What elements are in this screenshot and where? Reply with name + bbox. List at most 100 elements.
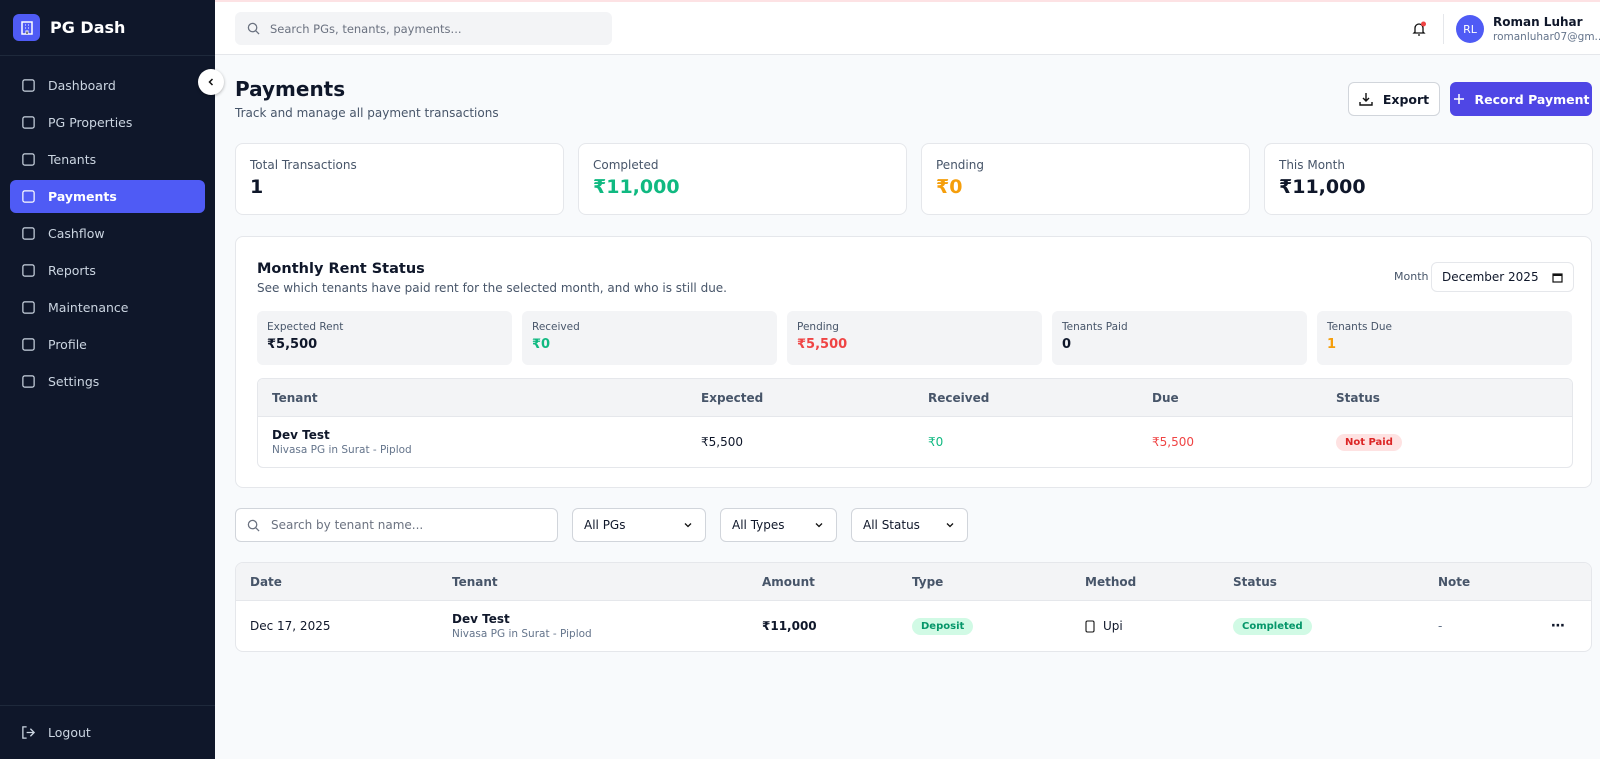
received-cell: ₹0	[928, 435, 944, 449]
column-header: Status	[1336, 390, 1380, 405]
rent-summary: Expected Rent ₹5,500 Received ₹0 Pending ₹5,5…	[257, 311, 1572, 365]
payments-table-header: Date Tenant Amount Type Method Status Note	[236, 563, 1591, 601]
logout-area: Logout	[0, 705, 215, 759]
tenant-name: Dev Test	[452, 612, 510, 626]
nav-item[interactable]: Dashboard	[10, 69, 205, 102]
filter-value: All PGs	[584, 518, 626, 532]
stat-value: ₹0	[936, 176, 963, 198]
stat-value: ₹11,000	[593, 176, 680, 198]
payment-row: Dec 17, 2025 Dev Test Nivasa PG in Surat -…	[236, 601, 1591, 651]
summary-value: ₹0	[532, 337, 551, 352]
rent-status-card: Monthly Rent Status See which tenants ha…	[235, 236, 1592, 488]
sidebar: PG Dash Dashboard PG Properties Tenants Pay…	[0, 0, 215, 759]
tenant-cell: Dev Test Nivasa PG in Surat - Piplod	[272, 428, 701, 456]
summary-value: ₹5,500	[267, 337, 318, 352]
nav-icon	[22, 153, 35, 166]
tenant-name: Dev Test	[272, 428, 330, 442]
nav-item[interactable]: Profile	[10, 328, 205, 361]
nav-icon	[22, 116, 35, 129]
nav-label: Dashboard	[48, 78, 116, 93]
export-label: Export	[1382, 91, 1430, 107]
tenant-search[interactable]: Search by tenant name...	[235, 508, 558, 542]
nav-item[interactable]: Settings	[10, 365, 205, 398]
summary-value: ₹5,500	[797, 337, 848, 352]
user-email: romanluhar07@gm...	[1493, 31, 1600, 43]
column-header: Method	[1085, 574, 1137, 589]
type-badge: Deposit	[912, 617, 974, 635]
logout-button[interactable]: Logout	[10, 716, 205, 749]
tenant-search-placeholder: Search by tenant name...	[271, 518, 424, 532]
nav-icon	[22, 301, 35, 314]
user-name: Roman Luhar	[1493, 15, 1583, 29]
month-value: December 2025	[1442, 270, 1539, 284]
nav-item[interactable]: Cashflow	[10, 217, 205, 250]
tenant-cell: Dev Test Nivasa PG in Surat - Piplod	[452, 612, 762, 640]
nav-item[interactable]: Reports	[10, 254, 205, 287]
stat-label: Completed	[593, 158, 659, 172]
tenant-property: Nivasa PG in Surat - Piplod	[272, 444, 412, 456]
record-payment-label: Record Payment	[1474, 91, 1590, 107]
stat-label: Pending	[936, 158, 984, 172]
filter-select[interactable]: All Status	[851, 508, 968, 542]
logo-icon	[13, 14, 40, 41]
row-menu[interactable]: ⋯	[1551, 618, 1565, 634]
brand-name: PG Dash	[50, 18, 126, 37]
brand[interactable]: PG Dash	[0, 0, 215, 56]
column-header: Status	[1233, 574, 1277, 589]
status-cell: Completed	[1233, 617, 1438, 635]
rent-table-body: Dev Test Nivasa PG in Surat - Piplod ₹5,50…	[258, 417, 1572, 467]
chevron	[684, 523, 692, 528]
summary-label: Received	[532, 321, 580, 333]
page-subtitle: Track and manage all payment transaction…	[235, 106, 499, 120]
nav-label: Tenants	[48, 152, 97, 167]
summary-label: Pending	[797, 321, 839, 333]
collapse-button[interactable]	[198, 69, 224, 95]
stat-label: Total Transactions	[250, 158, 357, 172]
column-header: Amount	[762, 574, 815, 589]
logout-label: Logout	[48, 725, 91, 740]
page-title: Payments	[235, 77, 346, 101]
export-button[interactable]: Export	[1348, 82, 1440, 116]
status-badge: Completed	[1233, 617, 1312, 635]
nav-label: Payments	[48, 189, 117, 204]
summary-box: Expected Rent ₹5,500	[257, 311, 512, 365]
payments-table: Date Tenant Amount Type Method Status Note Dec…	[235, 562, 1592, 652]
nav-item[interactable]: PG Properties	[10, 106, 205, 139]
expected-cell: ₹5,500	[701, 435, 743, 449]
summary-box: Pending ₹5,500	[787, 311, 1042, 365]
filter-select[interactable]: All Types	[720, 508, 837, 542]
filter-value: All Types	[732, 518, 785, 532]
nav-item[interactable]: Payments	[10, 180, 205, 213]
nav-icon	[22, 79, 35, 92]
nav-icon	[22, 375, 35, 388]
month-picker[interactable]: December 2025	[1431, 262, 1574, 292]
global-search[interactable]: Search PGs, tenants, payments...	[235, 12, 612, 45]
column-header: Date	[250, 574, 282, 589]
summary-value: 0	[1062, 337, 1072, 352]
rent-status-title: Monthly Rent Status	[257, 261, 425, 277]
stat-card: Total Transactions 1	[235, 143, 564, 215]
column-header: Tenant	[452, 574, 498, 589]
avatar[interactable]: RL	[1456, 15, 1484, 43]
filter-value: All Status	[863, 518, 920, 532]
phone-icon	[1085, 619, 1095, 633]
rent-table-header: Tenant Expected Received Due Status	[258, 379, 1572, 417]
nav-label: Reports	[48, 263, 96, 278]
status-badge: Not Paid	[1336, 433, 1402, 451]
nav-item[interactable]: Maintenance	[10, 291, 205, 324]
nav-icon	[22, 264, 35, 277]
nav-item[interactable]: Tenants	[10, 143, 205, 176]
rent-row: Dev Test Nivasa PG in Surat - Piplod ₹5,50…	[258, 417, 1572, 467]
chevron	[815, 523, 823, 528]
search-placeholder: Search PGs, tenants, payments...	[270, 21, 462, 36]
nav-label: Settings	[48, 374, 100, 389]
payments-table-body: Dec 17, 2025 Dev Test Nivasa PG in Surat -…	[236, 601, 1591, 651]
user-info: Roman Luhar romanluhar07@gm...	[1493, 15, 1600, 43]
record-payment-button[interactable]: Record Payment	[1450, 82, 1592, 116]
summary-label: Tenants Paid	[1062, 321, 1128, 333]
user-initials: RL	[1463, 22, 1477, 36]
notification-bell[interactable]	[1411, 21, 1427, 37]
filter-select[interactable]: All PGs	[572, 508, 706, 542]
stat-card: Completed ₹11,000	[578, 143, 907, 215]
